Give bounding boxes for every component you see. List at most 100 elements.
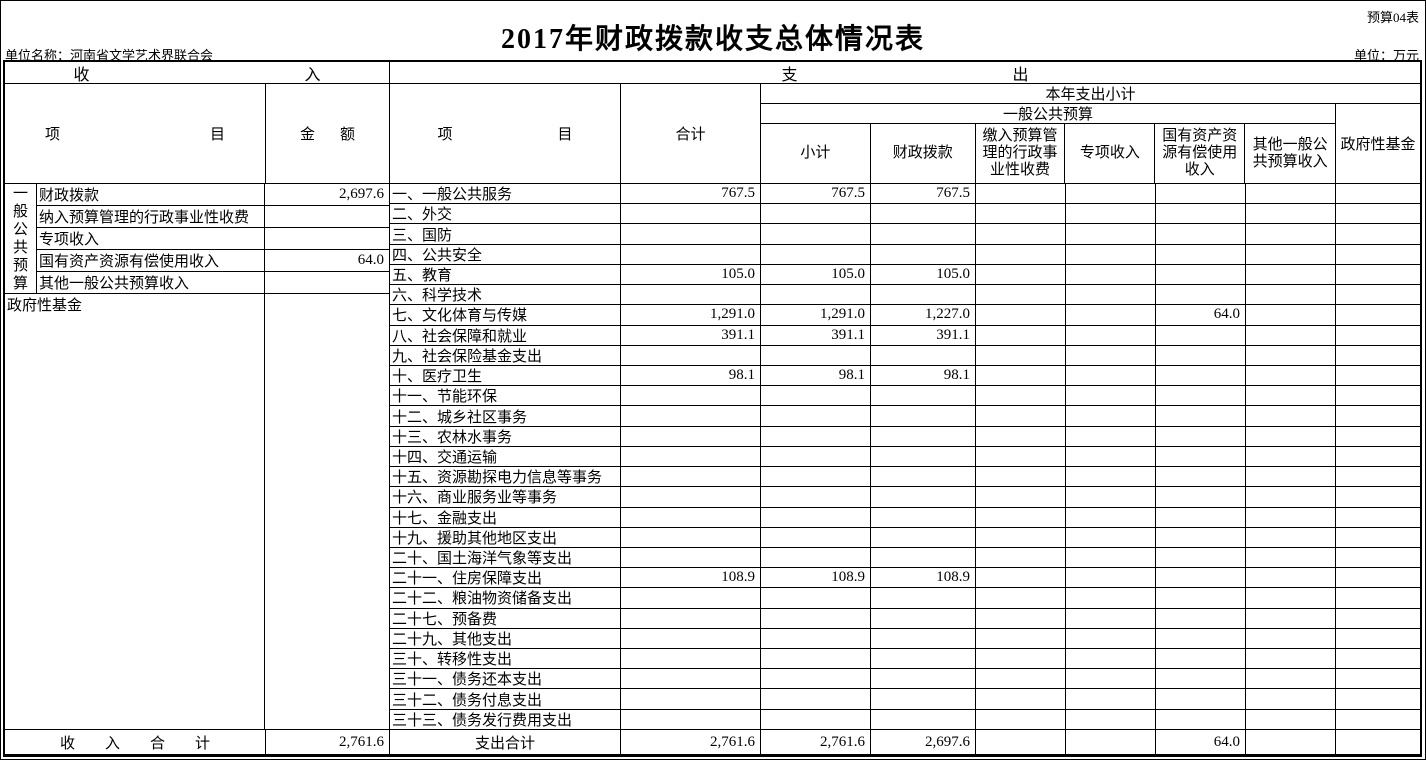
expense-total-total: 2,761.6	[621, 730, 761, 754]
income-row: 纳入预算管理的行政事业性收费	[37, 206, 389, 228]
expense-gov-fund-cell	[1336, 204, 1420, 223]
expense-item-cell: 一、一般公共服务	[390, 184, 621, 204]
expense-fee-cell	[976, 264, 1066, 285]
col-header-gov-fund: 政府性基金	[1340, 137, 1416, 153]
expense-subtotal-cell: 108.9	[761, 568, 871, 588]
expense-fiscal-cell	[871, 244, 976, 264]
expense-row: 八、社会保障和就业 391.1 391.1 391.1	[390, 325, 1420, 346]
income-amount-cell	[265, 664, 389, 686]
expense-special-cell	[1066, 204, 1156, 224]
income-item-cell	[5, 663, 265, 686]
expense-item-cell: 十四、交通运输	[390, 446, 621, 467]
unit-name-label: 单位名称：河南省文学艺术界联合会	[5, 48, 214, 63]
expense-special-cell	[1066, 487, 1156, 507]
expense-subtotal-cell	[761, 285, 871, 305]
income-empty-row	[5, 511, 389, 534]
expense-item-cell: 二十、国土海洋气象等支出	[390, 547, 621, 568]
expense-fiscal-cell	[871, 547, 976, 568]
expense-gov-fund-cell	[1336, 710, 1420, 729]
expense-subtotal-cell	[761, 689, 871, 709]
expense-item-cell: 五、教育	[390, 264, 621, 285]
expense-fiscal-cell	[871, 608, 976, 628]
expense-subtotal-cell	[761, 628, 871, 649]
expense-gov-fund-cell	[1336, 326, 1420, 345]
expense-gov-fund-cell	[1336, 649, 1420, 668]
income-amount-cell	[265, 206, 389, 227]
expense-gov-fund-cell	[1336, 406, 1420, 425]
expense-gov-fund-cell	[1336, 285, 1420, 304]
income-amount-cell: 64.0	[357, 252, 384, 268]
expense-item-cell: 十二、城乡社区事务	[390, 406, 621, 426]
expense-fiscal-cell	[871, 689, 976, 709]
expense-item-cell: 三十二、债务付息支出	[390, 689, 621, 709]
budget-table: 收入 支出 项目 金额 项目 合计 本年支出小计	[3, 60, 1422, 757]
income-empty-row	[5, 576, 389, 599]
expense-gov-fund-cell	[1336, 548, 1420, 567]
income-amount-cell	[265, 707, 389, 729]
expense-fee-cell	[976, 568, 1066, 588]
income-row: 其他一般公共预算收入	[37, 272, 389, 293]
expense-row: 十二、城乡社区事务	[390, 406, 1420, 427]
expense-fiscal-cell	[871, 487, 976, 507]
expense-other-cell	[1246, 507, 1336, 527]
income-rows-column: 一般公共预算 财政拨款 2,697.6 纳入预算管理的行政事业性收费 专项收入 国有资产…	[5, 184, 390, 729]
income-empty-row	[5, 533, 389, 555]
expense-gov-fund-cell	[1336, 245, 1420, 264]
expense-special-cell	[1066, 669, 1156, 689]
year-subtotal-header: 本年支出小计	[761, 84, 1420, 104]
col-header-fiscal: 财政拨款	[871, 124, 976, 183]
expense-special-cell	[1066, 547, 1156, 568]
expense-other-cell	[1246, 204, 1336, 224]
expense-total-cell: 391.1	[621, 325, 761, 345]
expense-total-cell	[621, 628, 761, 649]
income-empty-row	[5, 685, 389, 708]
expense-fiscal-cell: 1,227.0	[871, 305, 976, 325]
expense-gov-fund-cell	[1336, 224, 1420, 243]
expense-state-asset-cell	[1156, 224, 1246, 244]
expense-item-cell: 八、社会保障和就业	[390, 325, 621, 345]
expense-state-asset-cell	[1156, 527, 1246, 547]
income-amount-cell	[265, 338, 389, 360]
expense-special-cell	[1066, 426, 1156, 446]
expense-fee-cell	[976, 305, 1066, 325]
expense-other-cell	[1246, 608, 1336, 628]
income-amount-cell	[265, 577, 389, 599]
expense-subtotal-cell	[761, 527, 871, 547]
expense-total-gov-fund	[1336, 730, 1420, 754]
expense-subtotal-cell	[761, 345, 871, 365]
expense-gov-fund-cell	[1336, 689, 1420, 708]
expense-total-special	[1066, 730, 1156, 754]
expense-item-cell: 三、国防	[390, 224, 621, 244]
expense-row: 十五、资源勘探电力信息等事务	[390, 467, 1420, 488]
expense-special-cell	[1066, 649, 1156, 669]
expense-total-cell	[621, 446, 761, 467]
year-subtotal-group: 本年支出小计 一般公共预算 小计 财政拨款 缴入预算管理的行政事业性收费 专项收…	[761, 84, 1420, 183]
income-amount-cell	[265, 686, 389, 708]
expense-item-cell: 十五、资源勘探电力信息等事务	[390, 467, 621, 487]
expense-gov-fund-cell	[1336, 265, 1420, 284]
expense-row: 十四、交通运输	[390, 446, 1420, 468]
expense-gov-fund-cell	[1336, 427, 1420, 446]
income-empty-row	[5, 424, 389, 447]
expense-row: 十、医疗卫生 98.1 98.1 98.1	[390, 365, 1420, 387]
expense-row: 三十三、债务发行费用支出	[390, 709, 1420, 729]
expense-total-cell	[621, 669, 761, 689]
income-empty-row	[5, 489, 389, 512]
expense-item-cell: 十、医疗卫生	[390, 365, 621, 386]
expense-subtotal-cell: 98.1	[761, 365, 871, 386]
income-amount-cell	[265, 533, 389, 555]
expense-total-cell	[621, 224, 761, 244]
income-empty-row	[5, 468, 389, 490]
expense-other-cell	[1246, 568, 1336, 588]
expense-special-cell	[1066, 628, 1156, 649]
expense-other-cell	[1246, 325, 1336, 345]
expense-state-asset-cell	[1156, 386, 1246, 406]
expense-subtotal-cell	[761, 224, 871, 244]
expense-other-cell	[1246, 527, 1336, 547]
expense-row: 六、科学技术	[390, 285, 1420, 306]
expense-special-cell	[1066, 608, 1156, 628]
expense-special-cell	[1066, 588, 1156, 608]
expense-state-asset-cell	[1156, 345, 1246, 365]
expense-fee-cell	[976, 628, 1066, 649]
expense-special-cell	[1066, 365, 1156, 386]
